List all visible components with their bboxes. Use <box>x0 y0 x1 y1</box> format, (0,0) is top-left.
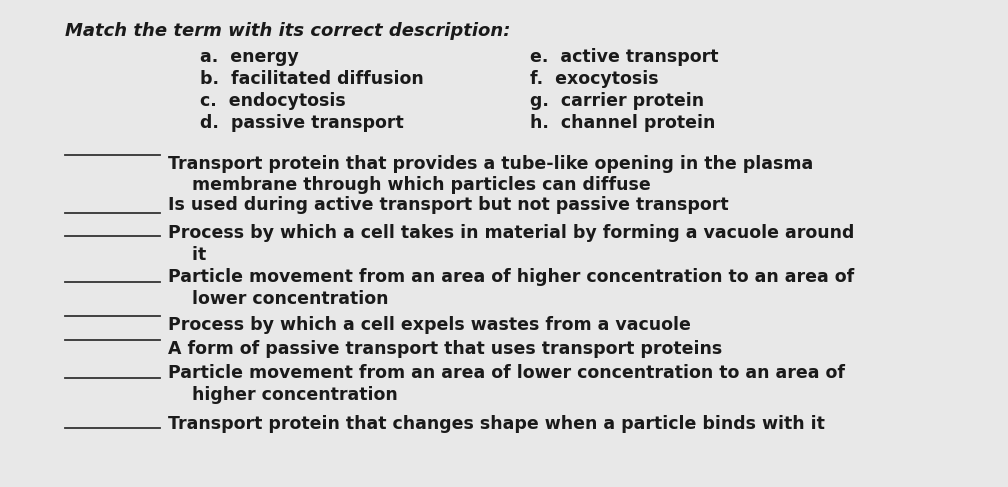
Text: g.  carrier protein: g. carrier protein <box>530 92 705 110</box>
Text: Particle movement from an area of lower concentration to an area of
    higher c: Particle movement from an area of lower … <box>168 364 845 404</box>
Text: Transport protein that provides a tube-like opening in the plasma
    membrane t: Transport protein that provides a tube-l… <box>168 155 813 194</box>
Text: Process by which a cell expels wastes from a vacuole: Process by which a cell expels wastes fr… <box>168 316 690 334</box>
Text: A form of passive transport that uses transport proteins: A form of passive transport that uses tr… <box>168 340 723 358</box>
Text: a.  energy: a. energy <box>200 48 298 66</box>
Text: e.  active transport: e. active transport <box>530 48 719 66</box>
Text: b.  facilitated diffusion: b. facilitated diffusion <box>200 70 423 88</box>
Text: d.  passive transport: d. passive transport <box>200 114 404 132</box>
Text: Is used during active transport but not passive transport: Is used during active transport but not … <box>168 196 729 214</box>
Text: Process by which a cell takes in material by forming a vacuole around
    it: Process by which a cell takes in materia… <box>168 224 855 263</box>
Text: Match the term with its correct description:: Match the term with its correct descript… <box>65 22 510 40</box>
Text: c.  endocytosis: c. endocytosis <box>200 92 346 110</box>
Text: h.  channel protein: h. channel protein <box>530 114 716 132</box>
Text: Transport protein that changes shape when a particle binds with it: Transport protein that changes shape whe… <box>168 415 825 433</box>
Text: Particle movement from an area of higher concentration to an area of
    lower c: Particle movement from an area of higher… <box>168 268 854 307</box>
Text: f.  exocytosis: f. exocytosis <box>530 70 658 88</box>
